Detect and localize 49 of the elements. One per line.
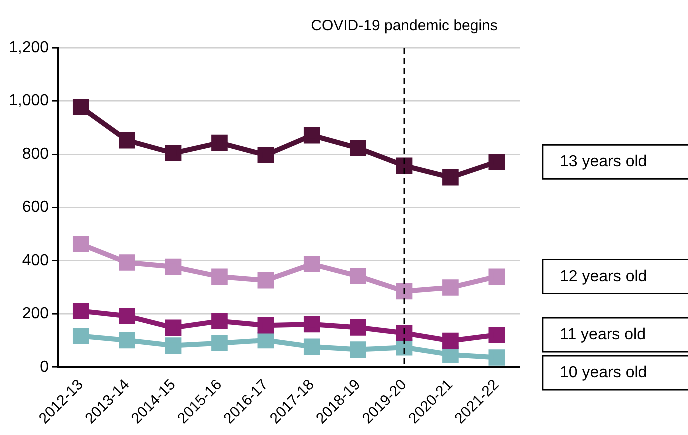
point (350, 268, 366, 284)
y-tick-label: 0 (40, 358, 50, 376)
y-tick-label: 1,000 (8, 92, 50, 110)
y-tick-label: 1,200 (8, 39, 50, 56)
text: 12 years old (560, 268, 648, 286)
point (488, 268, 506, 286)
y-tick-label: 200 (22, 306, 50, 323)
y-tick-label: 600 (22, 199, 50, 216)
y-tick-label: 800 (22, 146, 50, 163)
point (258, 272, 274, 289)
point (304, 338, 320, 356)
point (442, 346, 459, 363)
point (212, 134, 228, 152)
text: 10 years old (560, 364, 648, 382)
point (442, 280, 459, 296)
point (119, 308, 136, 324)
point (258, 332, 274, 349)
point (396, 283, 413, 300)
point (442, 332, 459, 350)
point (350, 342, 366, 358)
point (72, 303, 90, 320)
point (442, 169, 459, 186)
point (350, 140, 366, 156)
point (72, 328, 90, 344)
point (72, 236, 90, 253)
ref-line-label: COVID-19 pandemic begins (311, 18, 498, 35)
point (165, 258, 182, 276)
point (72, 99, 90, 116)
y-tick-label: 400 (22, 252, 50, 270)
point (350, 320, 366, 336)
text: 13 years old (560, 154, 648, 171)
point (212, 335, 228, 352)
point (304, 256, 320, 273)
point (119, 254, 136, 271)
point (304, 127, 320, 144)
point (488, 154, 506, 170)
point (258, 317, 274, 334)
point (488, 326, 506, 344)
point (165, 338, 182, 354)
point (488, 350, 506, 366)
point (212, 268, 228, 286)
point (119, 332, 136, 349)
point (304, 316, 320, 333)
point (212, 313, 228, 330)
point (165, 145, 182, 162)
point (258, 147, 274, 164)
point (119, 132, 136, 149)
point (165, 320, 182, 336)
text: 11 years old (560, 326, 646, 344)
